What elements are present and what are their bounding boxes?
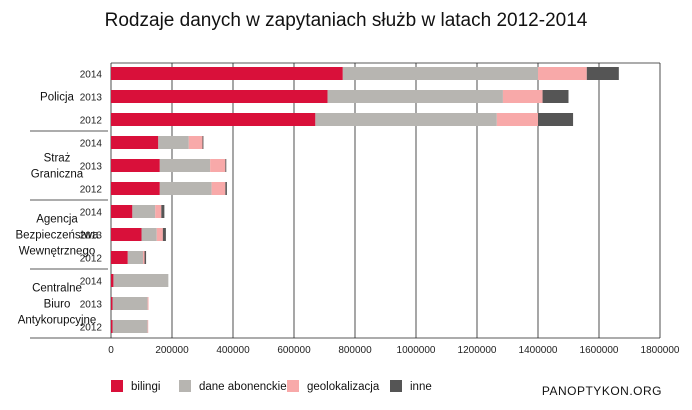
bar-segment xyxy=(225,159,227,172)
bar-segment xyxy=(188,136,203,149)
bar-segment xyxy=(147,320,149,333)
x-tick-label: 1400000 xyxy=(519,345,558,356)
bar-segment xyxy=(502,90,543,103)
plot-area: 0 200000 400000 600000 800000 1000000 1200000 1… xyxy=(15,62,680,356)
year-label: 2013 xyxy=(80,162,103,173)
legend-swatch xyxy=(390,380,402,392)
group-label: Centralne xyxy=(32,283,82,295)
bar-segment xyxy=(113,274,169,287)
x-tick-label: 400000 xyxy=(216,345,250,356)
bar-segment xyxy=(111,136,159,149)
x-tick-label: 1200000 xyxy=(458,345,497,356)
bar-segment xyxy=(143,251,145,264)
legend-swatch xyxy=(179,380,191,392)
bar-segment xyxy=(111,113,316,126)
bar-segment xyxy=(111,274,114,287)
year-label: 2014 xyxy=(80,139,103,150)
bar-segment xyxy=(202,136,204,149)
legend-swatch xyxy=(111,380,123,392)
bar-segment xyxy=(538,67,587,80)
year-label: 2012 xyxy=(80,254,103,265)
bar-segment xyxy=(342,67,538,80)
bar-segment xyxy=(538,113,574,126)
x-tick-label: 0 xyxy=(108,345,114,356)
bar-segment xyxy=(132,205,156,218)
bar-segment xyxy=(147,297,149,310)
year-label: 2013 xyxy=(80,300,103,311)
bar-segment xyxy=(225,182,227,195)
bar-segment xyxy=(141,228,157,241)
x-tick-label: 1000000 xyxy=(397,345,436,356)
legend-label: geolokalizacja xyxy=(307,381,380,393)
group-label: Straż xyxy=(44,153,71,165)
x-tick-label: 800000 xyxy=(338,345,372,356)
year-label: 2014 xyxy=(80,277,103,288)
bar-segment xyxy=(111,67,343,80)
year-label: 2012 xyxy=(80,185,103,196)
legend-swatch xyxy=(287,380,299,392)
year-label: 2012 xyxy=(80,323,103,334)
bar-segment xyxy=(111,320,113,333)
group-label: Antykorupcyjne xyxy=(18,315,97,327)
bar-segment xyxy=(155,205,162,218)
group-label: Agencja xyxy=(36,214,78,226)
year-label: 2014 xyxy=(80,208,103,219)
group-label: Policja xyxy=(40,92,74,104)
bar-segment xyxy=(111,159,160,172)
bar-segment xyxy=(159,182,212,195)
year-label: 2013 xyxy=(80,93,103,104)
bar-segment xyxy=(111,228,142,241)
bar-segment xyxy=(210,159,226,172)
x-tick-label: 600000 xyxy=(277,345,311,356)
bar-segment xyxy=(112,297,148,310)
chart-title: Rodzaje danych w zapytaniach służb w lat… xyxy=(105,10,588,31)
legend-label: dane abonenckie xyxy=(199,381,287,393)
x-tick-label: 1600000 xyxy=(580,345,619,356)
bar-segment xyxy=(144,251,147,264)
bar-segment xyxy=(159,159,211,172)
bar-segment xyxy=(158,136,189,149)
bar-segment xyxy=(111,90,328,103)
group-label: Wewnętrznego xyxy=(19,246,96,258)
bar-segment xyxy=(315,113,497,126)
x-tick-label: 200000 xyxy=(155,345,189,356)
bar-segment xyxy=(111,297,113,310)
branding-label: PANOPTYKON.ORG xyxy=(542,384,662,398)
bar-segment xyxy=(111,205,133,218)
bar-segment xyxy=(327,90,503,103)
bar-segment xyxy=(162,228,166,241)
group-label: Biuro xyxy=(44,299,71,311)
bar-segment xyxy=(112,320,148,333)
year-label: 2013 xyxy=(80,231,103,242)
legend: bilingi dane abonenckie geolokalizacja inne xyxy=(111,380,432,393)
bar-segment xyxy=(586,67,619,80)
legend-label: inne xyxy=(410,381,432,393)
group-label: Graniczna xyxy=(31,169,84,181)
bar-segment xyxy=(496,113,538,126)
legend-label: bilingi xyxy=(131,381,160,393)
year-label: 2014 xyxy=(80,70,103,81)
bar-segment xyxy=(156,228,163,241)
x-tick-label: 1800000 xyxy=(641,345,680,356)
bar-segment xyxy=(111,251,128,264)
bar-segment xyxy=(161,205,165,218)
bar-segment xyxy=(127,251,144,264)
bar-segment xyxy=(542,90,569,103)
bar-segment xyxy=(211,182,226,195)
group-label: Bezpieczeństwa xyxy=(15,230,99,242)
bar-segment xyxy=(111,182,160,195)
year-label: 2012 xyxy=(80,116,103,127)
